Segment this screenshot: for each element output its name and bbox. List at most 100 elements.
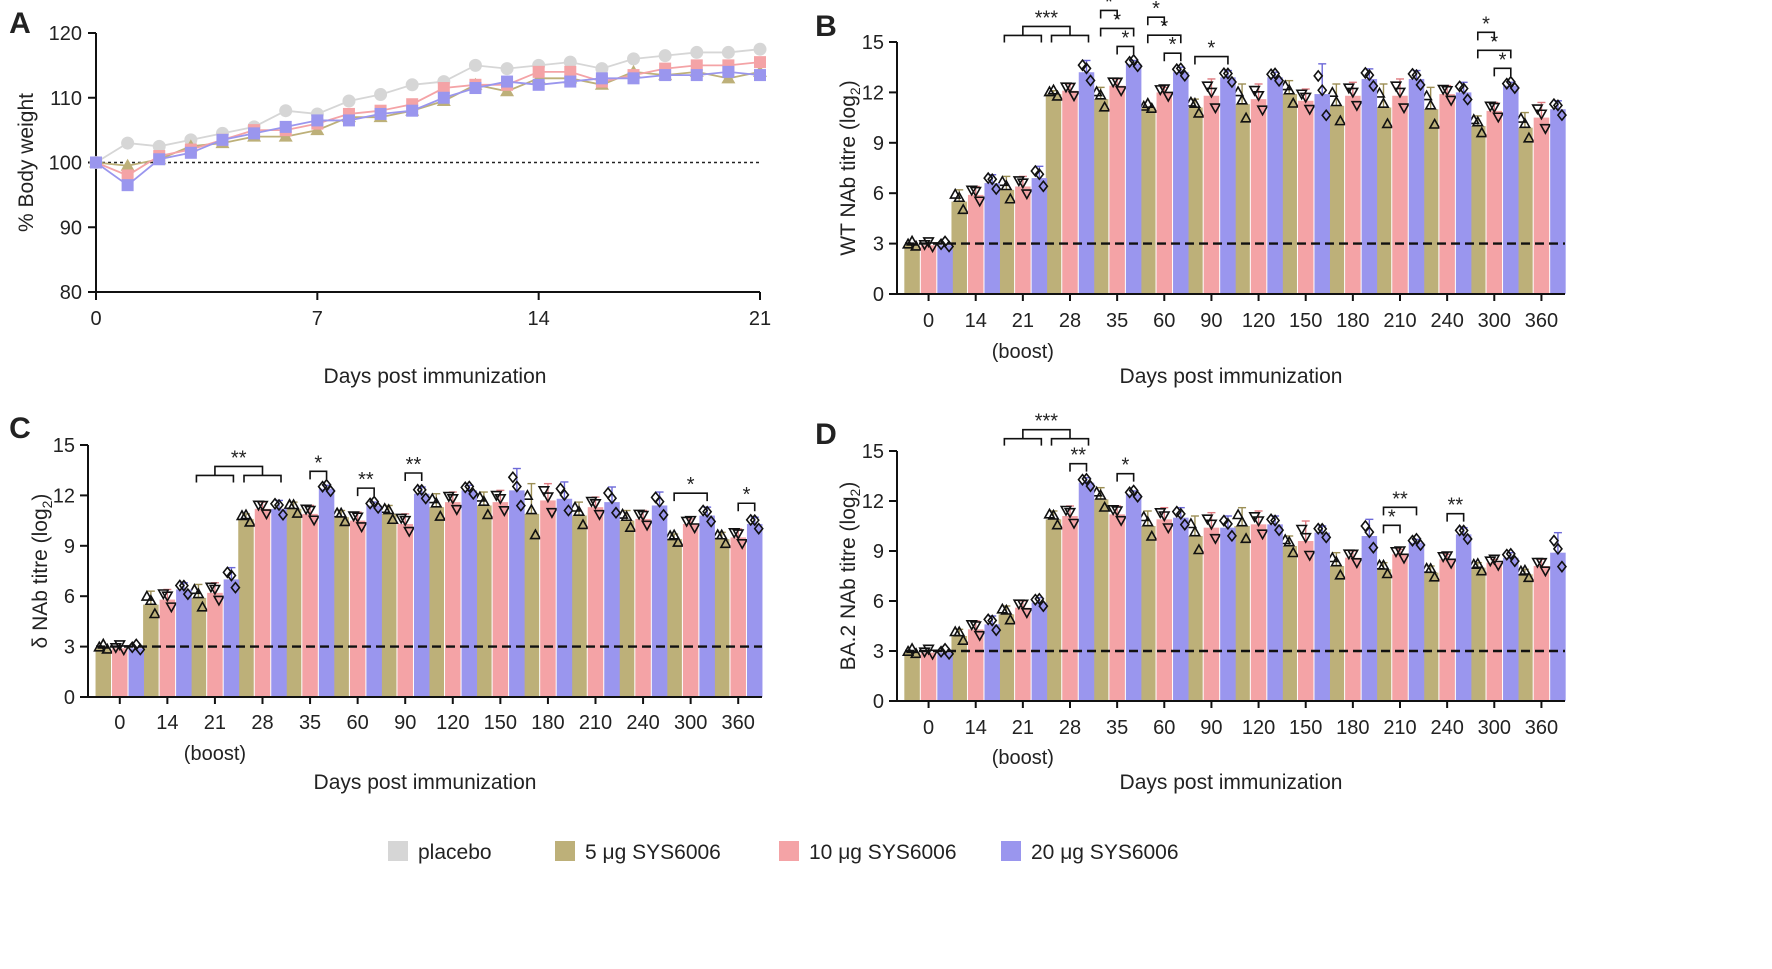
bracket-right xyxy=(243,474,282,483)
data-point xyxy=(184,146,197,159)
data-point xyxy=(501,75,514,88)
significance-label: * xyxy=(1208,38,1216,60)
x-tick-label: 240 xyxy=(1430,310,1463,332)
point-marker xyxy=(1441,85,1454,97)
point-marker xyxy=(905,234,919,246)
significance-label: * xyxy=(1105,0,1113,13)
point-marker xyxy=(1034,167,1045,181)
point-marker xyxy=(1471,115,1484,127)
y-tick-label: 12 xyxy=(53,485,75,507)
point-marker xyxy=(926,649,939,661)
point-marker xyxy=(1137,99,1150,111)
boost-label: (boost) xyxy=(184,743,246,765)
bar xyxy=(476,505,492,697)
bracket xyxy=(1194,55,1229,65)
point-marker xyxy=(1317,522,1328,536)
point-marker xyxy=(1350,100,1363,112)
bar xyxy=(998,614,1015,701)
point-marker xyxy=(1274,74,1285,88)
bar xyxy=(1045,519,1062,701)
point-marker xyxy=(188,583,201,595)
bracket xyxy=(1446,512,1465,522)
point-marker xyxy=(1256,529,1269,541)
x-tick-label: 7 xyxy=(312,308,323,330)
point-marker xyxy=(1188,525,1202,537)
point-marker xyxy=(117,645,130,657)
point-marker xyxy=(208,584,222,596)
x-tick-label: 210 xyxy=(1383,717,1416,739)
bracket-cross xyxy=(214,465,264,476)
point-marker xyxy=(468,487,479,501)
bar xyxy=(509,490,525,697)
significance-brackets: ** ****** * xyxy=(195,447,756,512)
data-point xyxy=(468,58,482,72)
data-point xyxy=(437,91,450,104)
point-marker xyxy=(568,500,582,512)
bar xyxy=(540,500,556,697)
point-marker xyxy=(1270,67,1281,80)
bar xyxy=(1250,524,1267,701)
point-marker xyxy=(174,579,185,592)
data-point xyxy=(342,94,356,108)
data-point xyxy=(279,104,293,118)
x-tick-label: 28 xyxy=(251,712,273,734)
point-marker xyxy=(1411,68,1422,82)
point-marker xyxy=(230,581,241,594)
point-marker xyxy=(161,591,174,603)
significance-label: * xyxy=(1121,27,1129,49)
point-marker xyxy=(1462,532,1473,546)
point-marker xyxy=(450,504,463,516)
point-marker xyxy=(996,175,1009,187)
bar xyxy=(618,520,635,697)
significance-label: * xyxy=(1152,0,1160,20)
data-point xyxy=(690,45,704,59)
x-tick-label: 180 xyxy=(531,712,564,734)
series-line xyxy=(95,48,761,164)
point-marker xyxy=(287,498,300,510)
point-marker xyxy=(1535,557,1548,569)
point-marker xyxy=(1462,93,1473,106)
point-marker xyxy=(1270,514,1281,527)
point-marker xyxy=(303,505,317,517)
series-line xyxy=(95,61,761,177)
bar xyxy=(604,502,620,697)
point-marker xyxy=(973,630,986,642)
x-tick-label: 28 xyxy=(1059,310,1081,332)
bar xyxy=(746,523,763,697)
x-tick-label: 360 xyxy=(1525,310,1558,332)
bar xyxy=(461,490,478,697)
y-tick-label: 12 xyxy=(862,82,884,104)
point-marker xyxy=(965,620,978,631)
point-marker xyxy=(654,495,665,508)
data-point xyxy=(690,59,703,72)
bar xyxy=(1470,567,1486,701)
bar xyxy=(682,523,699,697)
point-marker xyxy=(399,515,412,527)
significance-label: * xyxy=(1160,16,1168,38)
x-tick-label: 300 xyxy=(1478,310,1511,332)
y-tick-label: 15 xyxy=(862,32,884,54)
point-marker xyxy=(1226,529,1237,543)
bar xyxy=(176,589,192,697)
legend-swatch xyxy=(555,841,575,861)
point-marker xyxy=(473,490,486,502)
point-marker xyxy=(559,488,570,502)
bracket xyxy=(1069,462,1088,472)
point-marker xyxy=(1377,97,1390,108)
bar xyxy=(1031,178,1048,294)
point-marker xyxy=(537,486,551,497)
point-marker xyxy=(1467,558,1480,569)
bracket xyxy=(1146,16,1166,26)
data-point xyxy=(563,55,577,69)
bracket xyxy=(1382,524,1401,534)
point-marker xyxy=(1115,515,1128,527)
point-marker xyxy=(369,495,380,508)
point-marker xyxy=(1090,85,1103,97)
point-marker xyxy=(640,520,654,532)
point-marker xyxy=(1283,535,1296,547)
bar xyxy=(1078,482,1095,701)
bar xyxy=(651,505,668,697)
y-tick-label: 0 xyxy=(873,284,884,306)
point-marker xyxy=(1381,117,1394,129)
